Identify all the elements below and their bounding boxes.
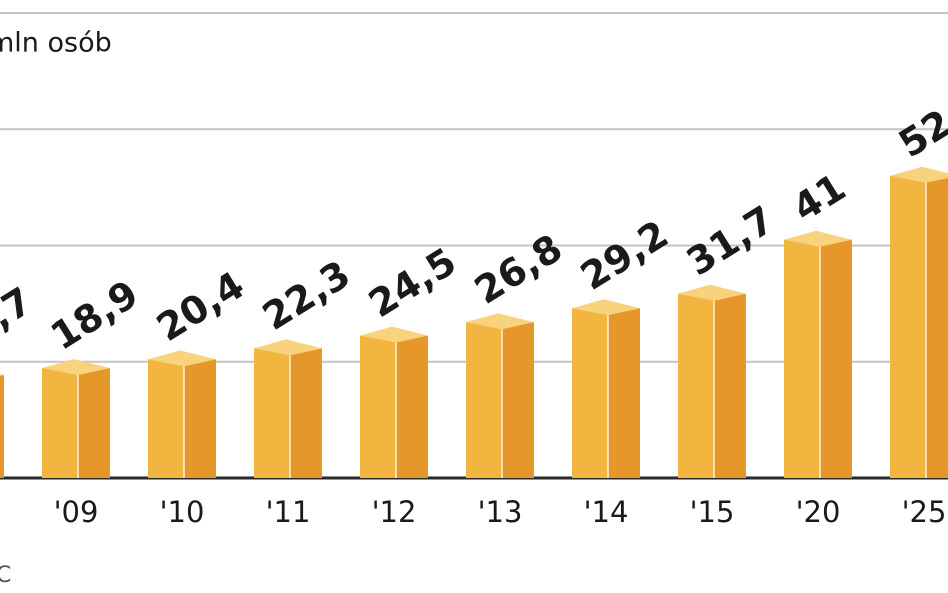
x-tick-label: '13	[478, 495, 523, 529]
bar-side	[0, 375, 4, 478]
x-tick-label: '25	[902, 495, 947, 529]
value-label: 18,9	[43, 272, 146, 359]
x-tick-label: '11	[266, 495, 311, 529]
x-tick-label: '10	[160, 495, 205, 529]
bar-top	[890, 166, 948, 183]
value-label: 22,3	[255, 252, 358, 339]
bar-top	[360, 326, 428, 343]
bar-side	[926, 175, 948, 478]
unit-label: mln osób	[0, 28, 112, 59]
bar	[678, 293, 714, 478]
bar-top	[0, 374, 4, 376]
bar-side	[714, 293, 746, 478]
x-tick-label: '20	[796, 495, 841, 529]
x-tick-label: '12	[372, 495, 417, 529]
bar-top	[678, 284, 746, 301]
bar	[466, 322, 502, 478]
value-label: 24,5	[361, 239, 464, 326]
bar-side	[608, 308, 640, 478]
source-label: C	[0, 563, 11, 588]
bar	[784, 239, 820, 478]
bar	[890, 175, 926, 478]
bar-top	[254, 339, 322, 356]
x-tick-label: '14	[584, 495, 629, 529]
value-label: 41	[785, 165, 853, 230]
value-label: 20,4	[149, 263, 252, 350]
bar-side	[820, 239, 852, 478]
x-tick-label: '09	[54, 495, 99, 529]
value-label: 31,7	[679, 197, 782, 284]
bar-top	[572, 299, 640, 316]
bar	[254, 348, 290, 478]
bar-top	[784, 230, 852, 247]
value-label: 52	[891, 101, 948, 166]
bar	[572, 308, 608, 478]
bar	[42, 368, 78, 478]
bar-side	[396, 335, 428, 478]
bar-side	[78, 368, 110, 478]
value-label: 26,8	[467, 226, 570, 313]
bar-top	[466, 313, 534, 330]
bar-side	[502, 322, 534, 478]
bar-side	[290, 348, 322, 478]
value-label: 17,7	[0, 279, 40, 366]
bar	[360, 335, 396, 478]
bar-side	[184, 359, 216, 478]
x-tick-label: '15	[690, 495, 735, 529]
bar-top	[148, 350, 216, 367]
bar	[148, 359, 184, 478]
bar-top	[42, 359, 110, 376]
value-label: 29,2	[573, 212, 676, 299]
